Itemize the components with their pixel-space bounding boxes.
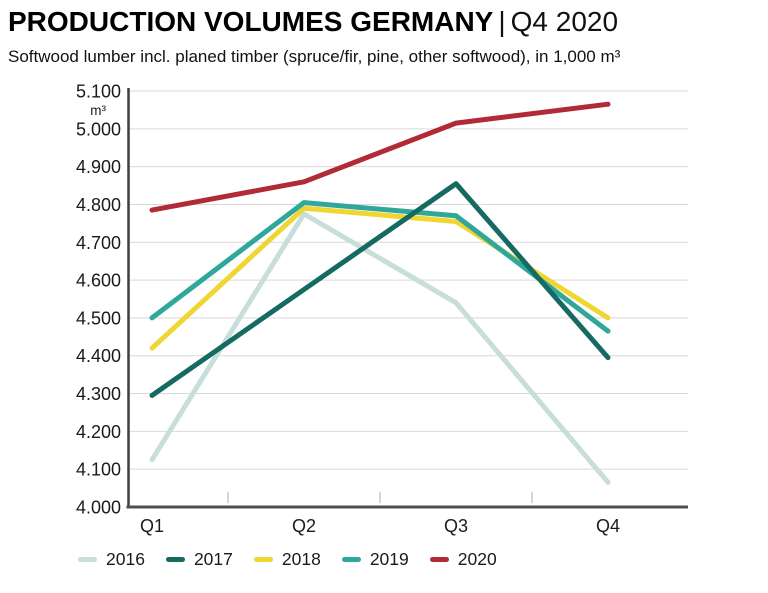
x-axis-label-q2: Q2 [292,516,316,536]
legend-item-2016: 2016 [78,548,145,570]
legend-label-2016: 2016 [106,549,145,569]
category-boundary-ticks [227,492,533,503]
y-axis-tick-label: 4.800 [76,195,121,215]
series-line-2016 [149,211,611,485]
y-axis-tick-label: 4.300 [76,384,121,404]
legend-item-2019: 2019 [341,548,409,570]
title-divider: | [498,6,506,37]
series-line-2017 [149,181,611,398]
x-axis-label-q3: Q3 [444,516,468,536]
legend-swatch-2019 [341,556,361,562]
y-axis-tick-label: 4.200 [76,422,121,442]
page-title: PRODUCTION VOLUMES GERMANY | Q4 2020 [8,6,618,38]
y-axis-tick-label: 4.100 [76,460,121,480]
y-axis-unit-label: m³ [90,103,106,118]
chart-subtitle: Softwood lumber incl. planed timber (spr… [8,47,621,66]
legend-swatch-2016 [78,556,97,562]
series-line-2020 [149,101,611,213]
series-lines [149,101,611,485]
title-period: Q4 2020 [510,6,619,37]
y-axis-labels: 4.000 4.100 4.200 4.300 4.400 4.500 4.600 4.700… [76,82,121,518]
legend-item-2017: 2017 [165,548,233,570]
title-main: PRODUCTION VOLUMES GERMANY [8,6,494,37]
legend-label-2018: 2018 [281,549,321,569]
series-line-2019 [149,200,611,334]
y-axis-tick-label: 4.700 [76,233,121,253]
x-axis-labels: Q1 Q2 Q3 Q4 [140,516,620,536]
y-axis-tick-label: 4.600 [76,271,121,291]
y-axis-tick-label: 4.500 [76,308,121,328]
axes [126,88,688,509]
y-axis-tick-label: 5.100 [76,82,121,102]
chart-legend: 2016 2017 2018 2019 2020 [78,548,497,570]
y-axis-tick-label: 4.900 [76,157,121,177]
legend-swatch-2017 [165,556,185,562]
x-axis-label-q4: Q4 [596,516,620,536]
legend-label-2020: 2020 [457,549,497,569]
gridlines [129,90,688,470]
legend-label-2019: 2019 [369,549,409,569]
legend-swatch-2018 [253,556,273,562]
legend-swatch-2020 [429,556,449,562]
legend-item-2020: 2020 [429,548,497,570]
legend-label-2017: 2017 [193,549,233,569]
y-axis-tick-label: 5.000 [76,119,121,139]
legend-item-2018: 2018 [253,548,321,570]
y-axis-tick-label: 4.000 [76,498,121,518]
y-axis-tick-label: 4.400 [76,346,121,366]
x-axis-label-q1: Q1 [140,516,164,536]
